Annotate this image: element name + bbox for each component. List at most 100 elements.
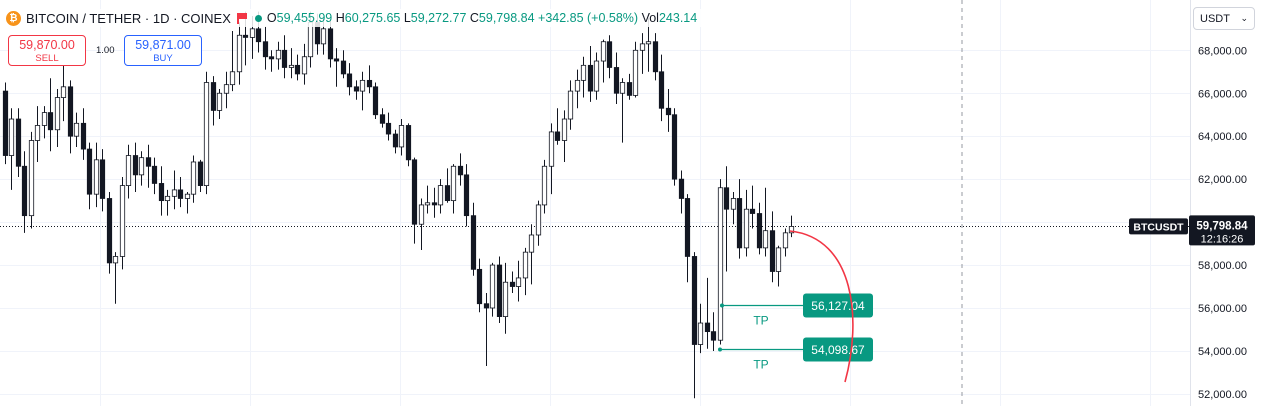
- candle-body-down: [67, 86, 74, 137]
- candle-body-up: [54, 97, 61, 131]
- candle: [294, 54, 301, 81]
- candle: [288, 48, 295, 79]
- candle-body-up: [437, 185, 444, 206]
- candle-body-up: [782, 232, 789, 249]
- candle: [697, 303, 704, 354]
- market-status-icon: [254, 14, 262, 22]
- candle: [710, 312, 717, 351]
- sell-button[interactable]: 59,870.00 SELL: [8, 35, 86, 66]
- candle: [665, 88, 672, 132]
- candle-body-down: [483, 303, 490, 309]
- candle: [184, 192, 191, 214]
- candle-body-up: [8, 118, 15, 156]
- high-label: H: [335, 11, 345, 25]
- volume-value: 243.14: [658, 11, 698, 25]
- candle: [372, 82, 379, 120]
- candle-body-up: [522, 251, 529, 279]
- candle: [80, 108, 87, 160]
- candle: [281, 35, 288, 79]
- candle: [418, 198, 425, 251]
- candle: [444, 168, 451, 203]
- candle-body-up: [502, 281, 509, 317]
- symbol-title[interactable]: BITCOIN / TETHER · 1D · COINEX: [26, 10, 231, 26]
- candle: [574, 69, 581, 109]
- candle: [73, 112, 80, 147]
- price-tick-label: 56,000.00: [1198, 303, 1247, 315]
- candle-body-up: [600, 41, 607, 62]
- candle-body-up: [743, 208, 750, 249]
- candle-body-down: [684, 198, 691, 257]
- candle-body-down: [658, 71, 665, 109]
- candle: [366, 65, 373, 94]
- candle-body-up: [561, 118, 568, 141]
- candle-body-down: [366, 79, 373, 88]
- candle: [125, 144, 132, 199]
- take-profit-2[interactable]: 54,098.67 TP: [718, 337, 873, 372]
- candle-body-up: [593, 60, 600, 92]
- candle: [54, 88, 61, 147]
- candle: [619, 78, 626, 143]
- candle: [691, 252, 698, 399]
- candle-body-down: [392, 133, 399, 148]
- candle: [171, 170, 178, 210]
- candle-body-down: [327, 28, 334, 60]
- price-axis[interactable]: 68,000.0066,000.0064,000.0062,000.0060,0…: [1190, 0, 1261, 406]
- candle: [749, 185, 756, 229]
- candle: [151, 157, 158, 195]
- symbol-header[interactable]: ₿ BITCOIN / TETHER · 1D · COINEX O59,455…: [6, 9, 704, 27]
- candle-body-up: [138, 157, 145, 176]
- candles: [2, 11, 795, 399]
- candle-body-down: [21, 165, 28, 217]
- candle-body-up: [717, 187, 724, 341]
- tp-label: TP: [753, 314, 768, 328]
- buy-price: 59,871.00: [135, 38, 191, 52]
- candle: [756, 202, 763, 255]
- currency-select[interactable]: USDT ⌄: [1193, 7, 1255, 30]
- candle: [21, 151, 28, 233]
- chevron-down-icon: ⌄: [1240, 13, 1248, 23]
- candle: [743, 189, 750, 257]
- candle-body-up: [548, 131, 555, 167]
- candle-body-up: [28, 140, 35, 217]
- candle: [437, 179, 444, 214]
- candle-body-down: [496, 264, 503, 317]
- candle: [567, 80, 574, 130]
- candle-body-down: [749, 208, 756, 214]
- tp-price-box[interactable]: [803, 337, 873, 362]
- candle: [346, 63, 353, 96]
- candle: [210, 76, 217, 126]
- candle-body-down: [411, 159, 418, 225]
- candle: [463, 164, 470, 227]
- candle-body-up: [275, 49, 282, 60]
- candle: [411, 157, 418, 244]
- candle-body-down: [756, 213, 763, 249]
- candle: [8, 108, 15, 190]
- candle: [626, 73, 633, 100]
- candle: [639, 33, 646, 74]
- candle-body-up: [398, 125, 405, 148]
- candle: [515, 260, 522, 302]
- buy-button[interactable]: 59,871.00 BUY: [124, 35, 202, 66]
- sell-price: 59,870.00: [19, 38, 75, 52]
- candle: [106, 192, 113, 274]
- candle-body-down: [210, 82, 217, 111]
- tp-anchor-dot: [718, 347, 722, 352]
- candle-body-up: [203, 82, 210, 186]
- candle: [119, 177, 126, 270]
- candle-body-down: [652, 41, 659, 73]
- price-tag-countdown: 12:16:26: [1201, 233, 1244, 245]
- candle: [158, 166, 165, 216]
- tp-label: TP: [753, 358, 768, 372]
- price-tick-label: 68,000.00: [1198, 45, 1247, 57]
- candle: [580, 56, 587, 98]
- candle: [788, 215, 795, 238]
- tp-anchor-dot: [720, 303, 724, 308]
- tp-price-box[interactable]: [803, 293, 873, 318]
- candle: [483, 292, 490, 366]
- candle: [301, 43, 308, 85]
- candle-body-down: [132, 155, 139, 176]
- candle-body-down: [665, 107, 672, 116]
- flag-icon[interactable]: [236, 12, 247, 24]
- candle-body-down: [333, 58, 340, 62]
